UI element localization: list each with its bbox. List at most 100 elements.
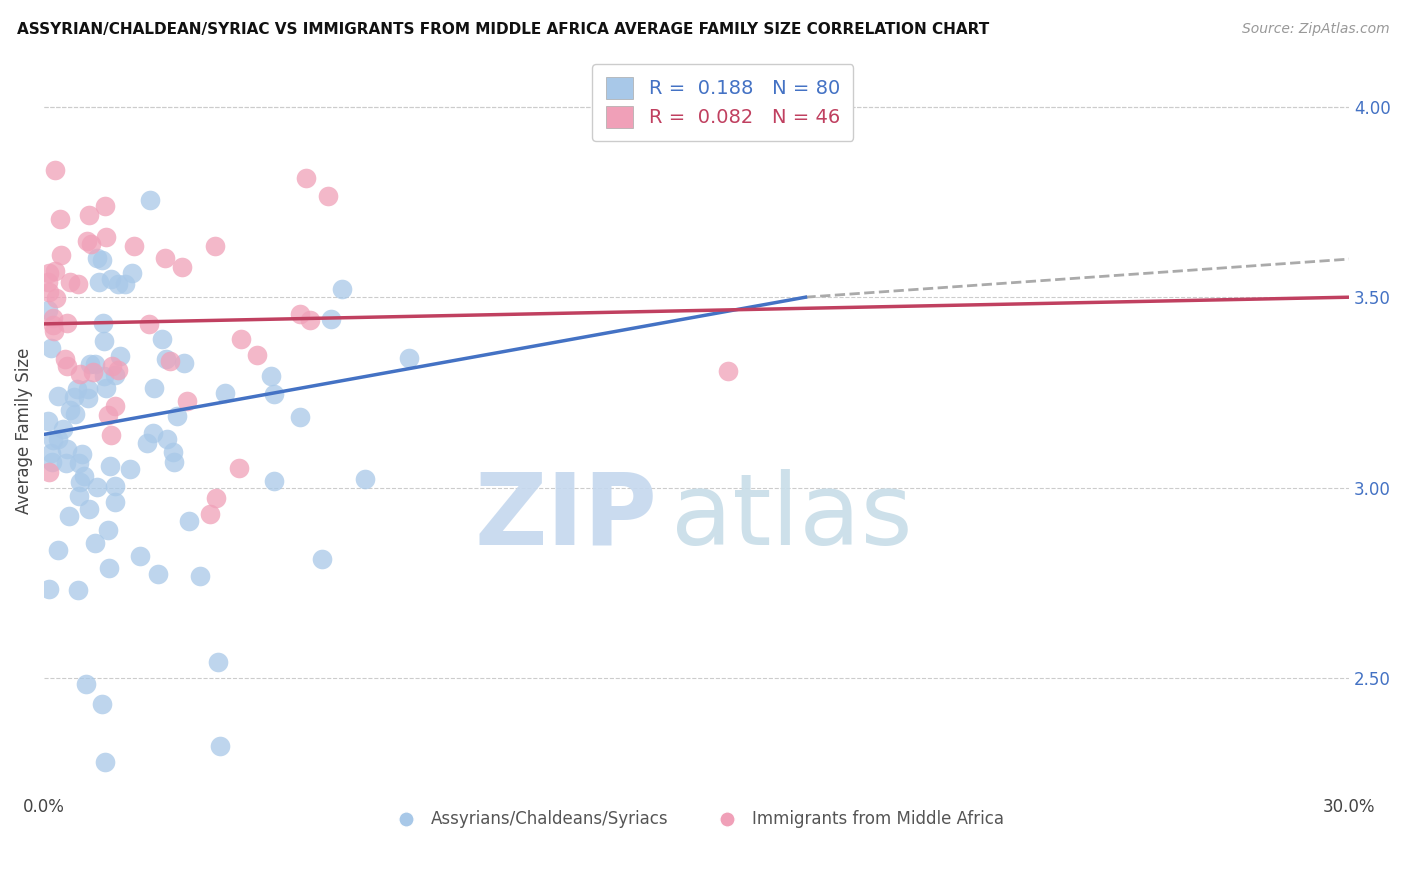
Point: [77, 391, 100, 405]
Point: [104, 479, 127, 493]
Point: [107, 363, 129, 377]
Point: [319, 312, 342, 326]
Point: [246, 348, 269, 362]
Point: [207, 655, 229, 669]
Point: [166, 409, 188, 423]
Point: [214, 386, 236, 401]
Point: [228, 461, 250, 475]
Legend: Assyrians/Chaldeans/Syriacs, Immigrants from Middle Africa: Assyrians/Chaldeans/Syriacs, Immigrants …: [382, 804, 1011, 835]
Point: [39, 446, 62, 460]
Point: [37, 275, 59, 289]
Point: [49, 248, 72, 262]
Point: [37, 303, 59, 318]
Point: [91, 316, 114, 330]
Point: [159, 353, 181, 368]
Point: [110, 349, 132, 363]
Point: [38, 285, 60, 300]
Point: [70, 447, 93, 461]
Point: [100, 458, 122, 473]
Point: [44, 264, 66, 278]
Point: [205, 491, 228, 506]
Point: [37, 414, 59, 428]
Point: [52, 422, 75, 436]
Point: [94, 199, 117, 213]
Point: [177, 514, 200, 528]
Point: [260, 369, 283, 384]
Point: [146, 567, 169, 582]
Point: [100, 272, 122, 286]
Point: [150, 332, 173, 346]
Point: [38, 582, 60, 596]
Point: [138, 318, 160, 332]
Point: [104, 399, 127, 413]
Point: [299, 312, 322, 326]
Point: [121, 266, 143, 280]
Point: [58, 508, 80, 523]
Point: [79, 357, 101, 371]
Point: [67, 582, 90, 597]
Point: [69, 456, 91, 470]
Point: [42, 433, 65, 447]
Point: [198, 507, 221, 521]
Point: [82, 365, 104, 379]
Point: [398, 351, 420, 366]
Point: [69, 475, 91, 490]
Point: [330, 282, 353, 296]
Point: [46, 432, 69, 446]
Point: [63, 390, 86, 404]
Point: [38, 266, 60, 280]
Point: [56, 442, 79, 456]
Point: [55, 456, 77, 470]
Point: [46, 543, 69, 558]
Point: [104, 368, 127, 382]
Point: [170, 260, 193, 275]
Point: [66, 382, 89, 396]
Point: [122, 239, 145, 253]
Point: [86, 480, 108, 494]
Point: [354, 472, 377, 486]
Point: [63, 407, 86, 421]
Y-axis label: Average Family Size: Average Family Size: [15, 347, 32, 514]
Point: [209, 739, 232, 753]
Point: [86, 252, 108, 266]
Point: [80, 237, 103, 252]
Point: [143, 380, 166, 394]
Point: [90, 697, 112, 711]
Point: [56, 316, 79, 330]
Point: [93, 334, 115, 348]
Point: [41, 455, 63, 469]
Point: [53, 351, 76, 366]
Point: [153, 251, 176, 265]
Point: [162, 445, 184, 459]
Point: [84, 358, 107, 372]
Point: [311, 552, 333, 566]
Point: [100, 428, 122, 442]
Point: [118, 461, 141, 475]
Point: [263, 474, 285, 488]
Point: [89, 275, 111, 289]
Point: [42, 324, 65, 338]
Point: [142, 426, 165, 441]
Point: [163, 455, 186, 469]
Point: [295, 170, 318, 185]
Point: [316, 188, 339, 202]
Point: [173, 356, 195, 370]
Point: [717, 363, 740, 377]
Point: [76, 382, 98, 396]
Point: [97, 408, 120, 422]
Point: [77, 209, 100, 223]
Point: [139, 193, 162, 207]
Point: [75, 677, 97, 691]
Text: atlas: atlas: [671, 469, 912, 566]
Point: [176, 393, 198, 408]
Point: [38, 465, 60, 479]
Point: [94, 755, 117, 769]
Point: [188, 568, 211, 582]
Point: [44, 162, 66, 177]
Point: [76, 234, 98, 248]
Point: [69, 489, 91, 503]
Point: [97, 523, 120, 537]
Point: [69, 367, 91, 381]
Point: [73, 469, 96, 483]
Point: [59, 275, 82, 289]
